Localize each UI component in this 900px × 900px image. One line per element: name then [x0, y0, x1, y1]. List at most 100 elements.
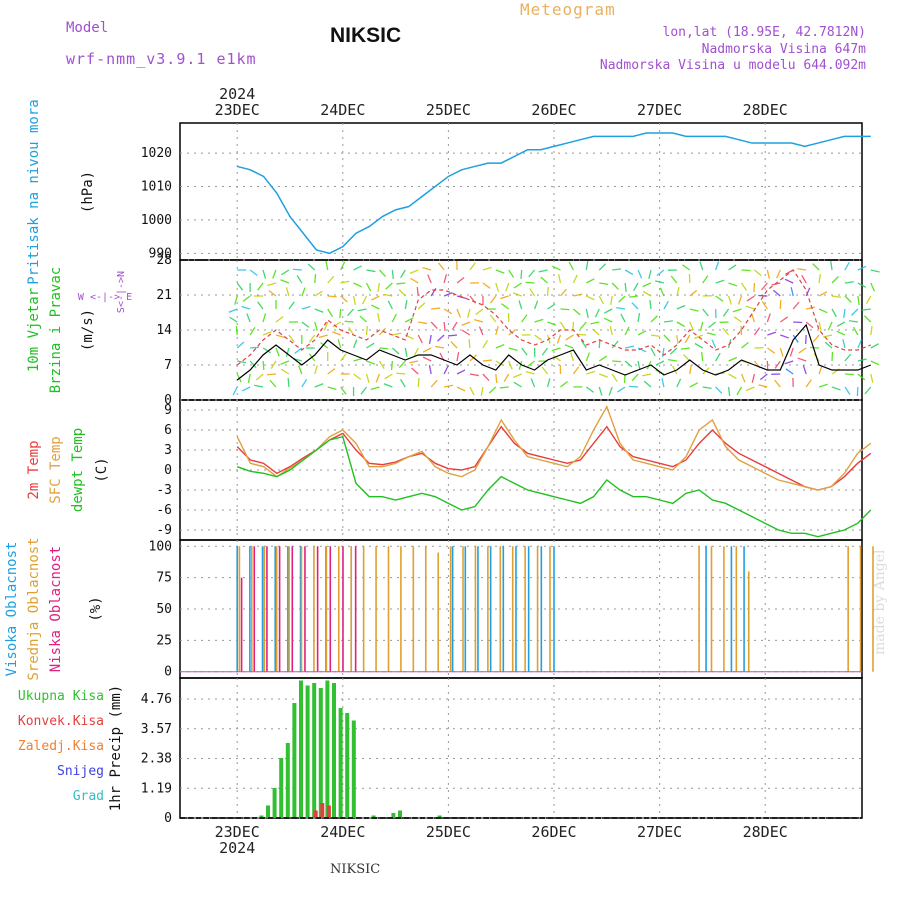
wind-arrow-23-8 [525, 371, 535, 375]
wind-arrow-10-3 [357, 308, 367, 312]
wind-arrow-33-9 [661, 378, 665, 388]
wind-arrow-3-4 [275, 316, 284, 323]
wind-arrow-37-1 [715, 279, 725, 284]
wind-arrow-18-8 [469, 373, 479, 377]
wind-arrow-21-6 [508, 347, 518, 351]
wind-arrow-16-6 [435, 345, 445, 349]
wind-arrow-6-0 [307, 263, 316, 271]
wind-arrow-31-3 [631, 302, 639, 310]
model-label: Model [66, 20, 109, 36]
wind-arrow-42-6 [779, 347, 784, 357]
top-date-label-1: 24DEC [320, 101, 365, 119]
wind-arrow-18-6 [468, 338, 471, 349]
wind-arrow-7-5 [318, 334, 328, 339]
wind-arrow-37-9 [715, 386, 723, 394]
wind-arrow-10-2 [361, 295, 368, 305]
wind-arrow-16-3 [443, 308, 453, 315]
wind-arrow-23-3 [533, 300, 539, 310]
wind-arrow-15-0 [422, 267, 432, 271]
wind-arrow-48-3 [851, 308, 859, 316]
temp-label-2m: 2m Temp [26, 440, 42, 499]
wind-arrow-43-5 [792, 334, 799, 343]
top-date-label-3: 26DEC [531, 101, 576, 119]
wind-arrow-20-8 [495, 373, 498, 384]
wind-arrow-39-6 [741, 341, 749, 349]
wind-arrow-24-3 [547, 303, 556, 310]
wind-arrow-30-2 [618, 295, 626, 303]
precip-total-bar-14 [318, 688, 323, 818]
temp-ytick-5: 6 [164, 423, 172, 438]
wind-arrow-8-1 [340, 280, 350, 284]
wind-arrow-39-4 [733, 316, 742, 323]
wind-arrow-22-0 [520, 269, 523, 280]
wind-arrow-20-9 [488, 386, 497, 394]
wind-arrow-12-1 [385, 282, 393, 290]
wind-arrow-32-2 [642, 290, 652, 297]
wind-arrow-40-3 [745, 305, 755, 310]
wind-arrow-49-3 [861, 308, 871, 311]
wind-arrow-1-6 [250, 346, 260, 349]
wind-arrow-13-0 [400, 269, 406, 279]
wind-arrow-0-1 [236, 282, 244, 291]
wind-arrow-49-0 [870, 269, 880, 273]
wind-arrow-6-5 [308, 334, 316, 343]
wind-arrow-38-7 [728, 356, 738, 362]
wind-arrow-2-5 [262, 331, 272, 336]
wind-arrow-3-7 [270, 360, 277, 369]
wind-arrow-9-1 [353, 282, 362, 288]
wind-arrow-46-4 [827, 321, 833, 331]
wind-arrow-23-0 [528, 269, 536, 278]
wind-arrow-6-2 [314, 290, 323, 297]
bottom-year-label: 2024 [219, 839, 255, 857]
wind-arrow-28-1 [599, 282, 609, 286]
wind-arrow-12-7 [390, 360, 394, 371]
wind-label: 10m Vjetar [26, 288, 42, 372]
wind-arrow-46-5 [823, 334, 833, 338]
wind-arrow-6-8 [314, 365, 318, 375]
wind-arrow-0-7 [237, 360, 247, 364]
wind-arrow-3-2 [268, 290, 277, 297]
cloud-ytick-3: 75 [156, 571, 172, 586]
wind-arrow-12-5 [392, 332, 402, 336]
wind-arrow-10-9 [360, 386, 368, 395]
cloud-label-low: Niska Oblacnost [48, 546, 64, 672]
wind-arrow-5-9 [301, 379, 308, 388]
precip-ytick-4: 4.76 [141, 692, 172, 707]
wind-arrow-24-6 [541, 347, 549, 356]
wind-arrow-39-8 [740, 373, 746, 383]
top-date-label-0: 23DEC [215, 101, 260, 119]
wind-arrow-49-4 [863, 315, 872, 323]
wind-arrow-42-7 [774, 360, 781, 369]
wind-arrow-22-1 [513, 282, 523, 289]
wind-arrow-38-2 [727, 295, 732, 305]
precip-legend-3: Snijeg [57, 764, 104, 779]
wind-arrow-18-3 [466, 308, 471, 318]
wind-arrow-21-1 [505, 282, 510, 292]
wind-arrow-16-5 [437, 334, 445, 342]
wind-arrow-7-4 [323, 321, 329, 331]
precip-bars [259, 680, 442, 818]
wind-arrow-14-3 [417, 302, 426, 310]
wind-arrow-2-7 [262, 360, 265, 371]
wind-arrow-25-6 [551, 347, 561, 352]
wind-arrow-17-1 [456, 276, 465, 284]
wind-arrow-35-0 [682, 264, 691, 271]
wind-arrow-44-8 [802, 365, 807, 375]
precip-total-bar-19 [351, 720, 356, 818]
wind-arrow-19-7 [482, 359, 492, 362]
wind-arrow-26-8 [572, 366, 580, 375]
wind-arrow-7-9 [327, 386, 337, 391]
wind-arrow-4-6 [285, 347, 290, 357]
wind-arrow-28-9 [598, 386, 603, 396]
wind-arrow-32-6 [650, 347, 656, 357]
wind-arrow-20-6 [495, 344, 505, 349]
cloud-label-high: Visoka Oblacnost [4, 542, 20, 677]
wind-arrow-13-4 [405, 317, 414, 323]
wind-arrow-38-9 [727, 386, 731, 397]
wind-arrow-29-0 [612, 268, 622, 271]
wind-arrow-29-7 [612, 360, 622, 363]
wind-arrow-27-5 [577, 333, 587, 336]
wind-arrow-22-4 [521, 314, 528, 323]
wind-arrow-28-3 [594, 308, 600, 318]
wind-arrow-1-8 [247, 373, 251, 383]
